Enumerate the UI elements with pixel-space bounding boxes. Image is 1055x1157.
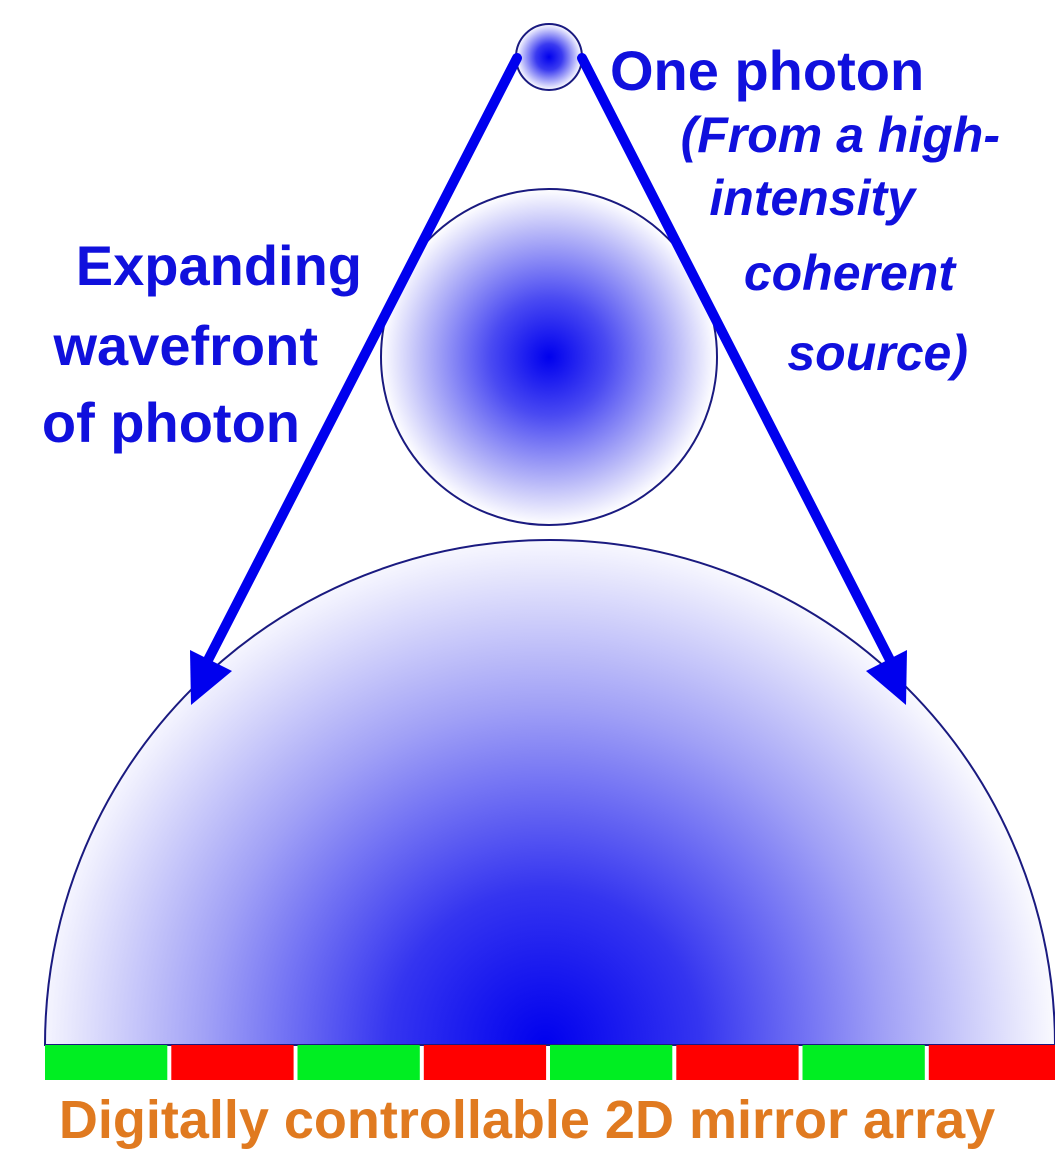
right-arrow	[577, 53, 907, 705]
mirror-segment-red	[676, 1045, 799, 1080]
wavefront-medium-circle	[380, 188, 718, 526]
wavefront-label: Expanding wavefront of photon	[42, 234, 362, 454]
photon-source-line-1: (From a high-	[681, 107, 1000, 163]
photon-source-line-2: intensity	[709, 170, 917, 226]
mirror-segment-red	[423, 1045, 547, 1080]
wavefront-large-semicircle	[43, 539, 1055, 1046]
photon-circle	[515, 23, 583, 91]
mirror-segment-green	[45, 1045, 168, 1080]
mirror-array-label: Digitally controllable 2D mirror array	[59, 1090, 995, 1150]
photon-title-label: One photon	[610, 39, 924, 102]
mirror-array	[45, 1045, 1055, 1080]
mirror-segment-red	[171, 1045, 294, 1080]
left-arrow	[190, 53, 522, 705]
mirror-segment-green	[550, 1045, 673, 1080]
photon-source-label: (From a high- intensity coherent source)	[681, 107, 1000, 381]
wavefront-label-line-3: of photon	[42, 391, 300, 454]
mirror-segment-red	[928, 1045, 1055, 1080]
mirror-segment-green	[802, 1045, 925, 1080]
mirror-segment-green	[297, 1045, 420, 1080]
photon-source-line-3: coherent	[744, 245, 958, 301]
wavefront-label-line-2: wavefront	[53, 314, 319, 377]
photon-source-line-4: source)	[787, 325, 968, 381]
wavefront-label-line-1: Expanding	[76, 234, 362, 297]
